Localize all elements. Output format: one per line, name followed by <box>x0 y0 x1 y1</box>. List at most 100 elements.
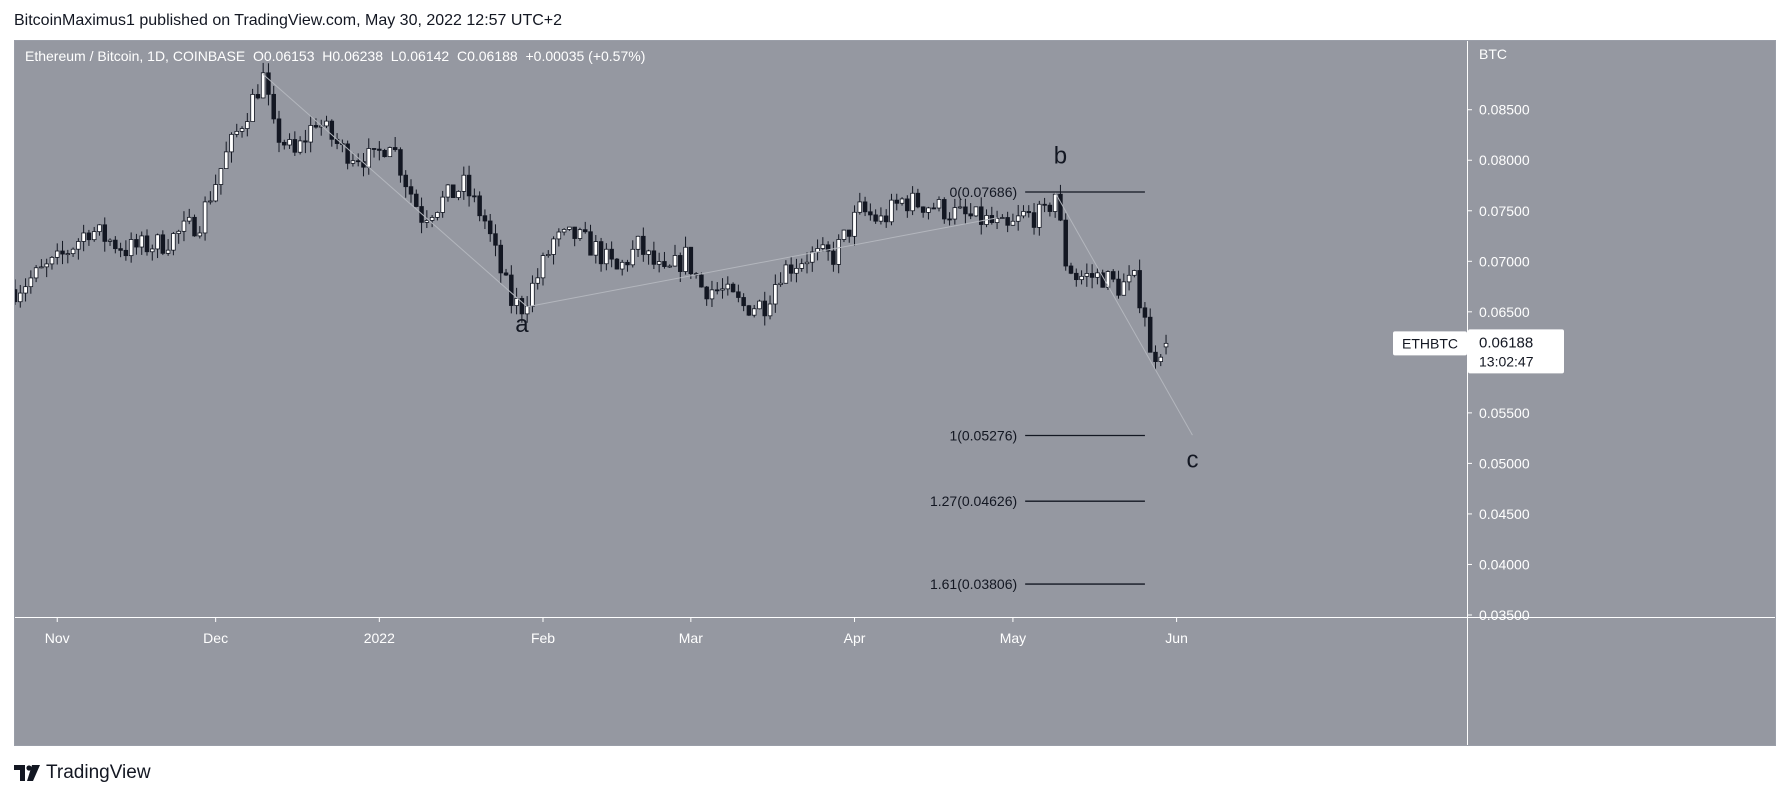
candle-body <box>97 224 102 233</box>
candle-body <box>150 248 155 253</box>
wave-line <box>527 217 998 308</box>
candle-body <box>18 292 23 303</box>
y-tick-label: 0.05000 <box>1479 455 1530 471</box>
candle-body <box>1142 307 1148 318</box>
candle-body <box>208 200 213 203</box>
candle-body <box>139 235 144 248</box>
candle-body <box>255 94 261 99</box>
candle-body <box>1074 272 1079 281</box>
candle-body <box>1105 271 1111 288</box>
candle-body <box>1052 193 1058 212</box>
candle-body <box>371 148 377 150</box>
candle-body <box>746 305 752 316</box>
candle-body <box>186 216 192 222</box>
candle-body <box>15 289 18 303</box>
candle-body <box>883 215 889 223</box>
candle-body <box>551 238 556 255</box>
candle-body <box>171 233 176 251</box>
candle-body <box>313 125 319 128</box>
fib-level-label: 0(0.07686) <box>949 184 1017 200</box>
candle-body <box>493 233 498 246</box>
candle-body <box>577 229 583 239</box>
candle-body <box>736 291 741 298</box>
candle-body <box>113 239 118 250</box>
candle-body <box>905 198 910 212</box>
candle-body <box>625 261 630 266</box>
candle-body <box>403 174 408 188</box>
candle-body <box>910 192 915 212</box>
tradingview-wordmark: TradingView <box>46 762 151 783</box>
candle-body <box>1068 265 1074 274</box>
candle-body <box>218 168 224 185</box>
price-tag-value: 0.06188 <box>1479 334 1533 351</box>
candle-body <box>377 148 382 151</box>
candle-body <box>197 232 203 237</box>
open-value: 0.06153 <box>264 48 322 64</box>
candle-body <box>229 133 234 153</box>
candle-body <box>213 184 218 202</box>
candle-body <box>44 263 49 268</box>
candle-body <box>1000 217 1005 219</box>
symbol-header: Ethereum / Bitcoin, 1D, COINBASE O0.0615… <box>25 48 645 64</box>
candle-body <box>382 149 387 158</box>
candle-body <box>788 264 794 274</box>
candle-body <box>461 174 467 192</box>
candle-body <box>466 174 472 197</box>
candle-body <box>76 241 81 250</box>
candle-body <box>23 286 28 294</box>
candle-body <box>81 232 86 242</box>
candle-body <box>1110 271 1116 280</box>
candle-body <box>134 239 139 248</box>
candle-body <box>28 277 34 288</box>
candle-body <box>387 147 393 158</box>
candle-body <box>936 199 942 209</box>
candle-body <box>144 235 150 253</box>
candle-body <box>107 239 113 242</box>
candle-body <box>445 184 451 198</box>
candle-body <box>1126 274 1132 283</box>
symbol-title: Ethereum / Bitcoin, 1D, COINBASE <box>25 48 253 64</box>
change-value: +0.00035 (+0.57%) <box>525 48 645 64</box>
candle-body <box>292 139 298 153</box>
candle-body <box>1015 215 1021 222</box>
candle-body <box>456 190 461 198</box>
candle-body <box>1037 203 1042 228</box>
candle-body <box>535 277 540 284</box>
candle-body <box>91 231 97 241</box>
candle-body <box>49 256 55 265</box>
candle-body <box>429 217 435 221</box>
candle-body <box>852 211 857 237</box>
candle-body <box>482 215 488 222</box>
candle-body <box>846 229 852 237</box>
y-tick-label: 0.04500 <box>1479 506 1530 522</box>
fib-level-label: 1.27(0.04626) <box>930 493 1017 509</box>
tradingview-logo[interactable]: TradingView <box>14 762 151 784</box>
candle-body <box>1031 212 1037 228</box>
candle-body <box>1010 220 1016 226</box>
candle-body <box>720 288 725 291</box>
candle-body <box>751 308 757 316</box>
low-value: 0.06142 <box>399 48 457 64</box>
candle-body <box>160 234 166 254</box>
candle-body <box>1079 275 1084 281</box>
candle-body <box>1132 270 1137 276</box>
y-tick-label: 0.05500 <box>1479 405 1530 421</box>
candle-body <box>831 250 836 265</box>
candle-body <box>102 224 108 242</box>
candle-body <box>656 261 662 265</box>
candle-body <box>1163 342 1169 348</box>
candle-body <box>593 241 599 256</box>
plot-background <box>15 41 1467 617</box>
candle-body <box>128 239 134 257</box>
y-tick-label: 0.07000 <box>1479 253 1530 269</box>
chart-frame[interactable]: BTC 0.08500 0.08000 0.07500 0.07000 0.06500 0.… <box>14 40 1776 746</box>
candle-body <box>1153 351 1158 362</box>
publisher-line: BitcoinMaximus1 published on TradingView… <box>14 12 563 29</box>
time-axis-background <box>15 617 1775 745</box>
chart-svg[interactable]: BTC 0.08500 0.08000 0.07500 0.07000 0.06500 0.… <box>15 41 1775 745</box>
y-tick-label: 0.06500 <box>1479 304 1530 320</box>
candle-body <box>487 220 493 235</box>
candle-body <box>572 226 577 239</box>
candle-body <box>635 235 641 250</box>
candle-body <box>688 246 694 275</box>
